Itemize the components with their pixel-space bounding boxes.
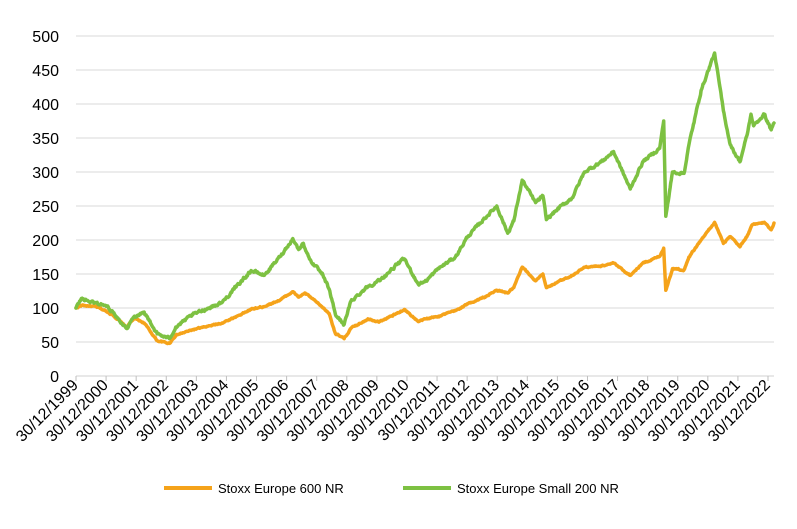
y-tick-label: 0 [50, 369, 59, 386]
x-axis: 30/12/199930/12/200030/12/200130/12/2002… [13, 375, 774, 445]
legend-label: Stoxx Europe 600 NR [218, 481, 344, 496]
y-tick-label: 450 [32, 63, 59, 80]
legend-label: Stoxx Europe Small 200 NR [457, 481, 619, 496]
y-tick-label: 50 [41, 335, 59, 352]
legend-item-stoxx-europe-small-200: Stoxx Europe Small 200 NR [403, 481, 619, 496]
legend: Stoxx Europe 600 NR Stoxx Europe Small 2… [164, 481, 619, 496]
y-tick-label: 400 [32, 97, 59, 114]
series-line-stoxx-europe-600 [74, 220, 776, 346]
legend-item-stoxx-europe-600: Stoxx Europe 600 NR [164, 481, 344, 496]
series-lines [74, 51, 776, 346]
y-tick-label: 500 [32, 29, 59, 46]
y-tick-label: 250 [32, 199, 59, 216]
series-line-stoxx-europe-small-200 [74, 51, 776, 341]
gridlines [76, 35, 774, 343]
y-tick-label: 350 [32, 131, 59, 148]
y-tick-label: 100 [32, 301, 59, 318]
y-tick-label: 200 [32, 233, 59, 250]
y-tick-label: 150 [32, 267, 59, 284]
y-tick-label: 300 [32, 165, 59, 182]
y-axis: 0 50 100 150 200 250 300 350 400 450 500 [32, 29, 59, 386]
